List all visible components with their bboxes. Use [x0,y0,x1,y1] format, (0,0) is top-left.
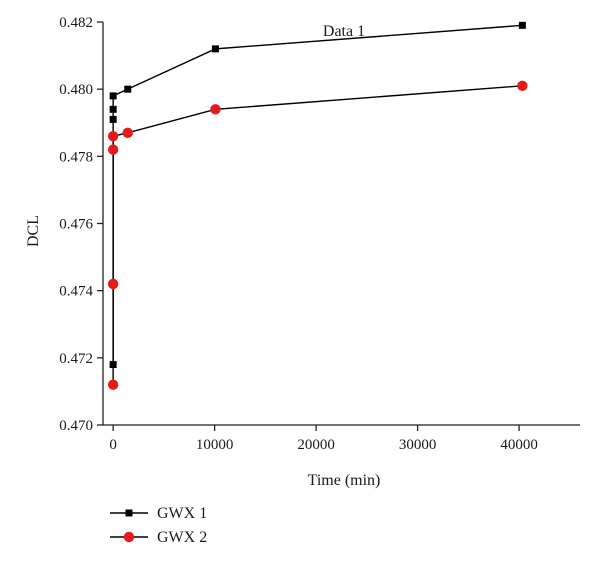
legend: GWX 1 GWX 2 [110,505,207,546]
series-line [112,24,523,365]
axes: 0.470 0.472 0.474 0.476 0.478 0.480 0.482 0 1000… [59,15,580,453]
data-point-square [518,21,526,29]
data-point-circle [517,80,528,92]
legend-label: GWX 2 [157,529,207,546]
series-2 [107,80,528,390]
data-point-circle [107,278,119,290]
legend-marker-circle [123,531,135,543]
series-line [112,85,523,385]
x-tick-label: 0 [109,437,117,453]
data-point-square [124,85,132,93]
data-point-square [109,92,117,100]
y-tick-label: 0.474 [59,284,93,300]
x-tick-label: 30000 [399,437,437,453]
y-axis-title: DCL [25,215,42,247]
data-point-square [109,105,117,113]
y-tick-label: 0.482 [59,15,93,31]
y-tick-label: 0.470 [59,418,93,434]
data-point-square [211,45,219,53]
data-point-circle [107,379,119,390]
data-point-circle [107,130,119,142]
x-tick-label: 10000 [196,437,234,453]
y-tick-label: 0.472 [59,351,93,367]
data-point-square [109,115,117,123]
legend-label: GWX 1 [157,505,207,522]
legend-marker-square [125,509,133,517]
series-1 [109,21,526,369]
chart-title: Data 1 [323,23,365,40]
y-tick-label: 0.478 [59,149,93,165]
y-tick-label: 0.476 [59,217,93,233]
series-layer [107,21,528,390]
data-point-circle [210,104,221,115]
data-point-circle [107,144,119,155]
x-tick-label: 20000 [297,437,335,453]
y-tick-label: 0.480 [59,82,93,98]
x-tick-label: 40000 [500,437,538,453]
legend-item: GWX 1 [110,505,207,522]
legend-item: GWX 2 [110,529,207,546]
data-point-circle [122,127,133,139]
x-axis-title: Time (min) [308,472,381,489]
